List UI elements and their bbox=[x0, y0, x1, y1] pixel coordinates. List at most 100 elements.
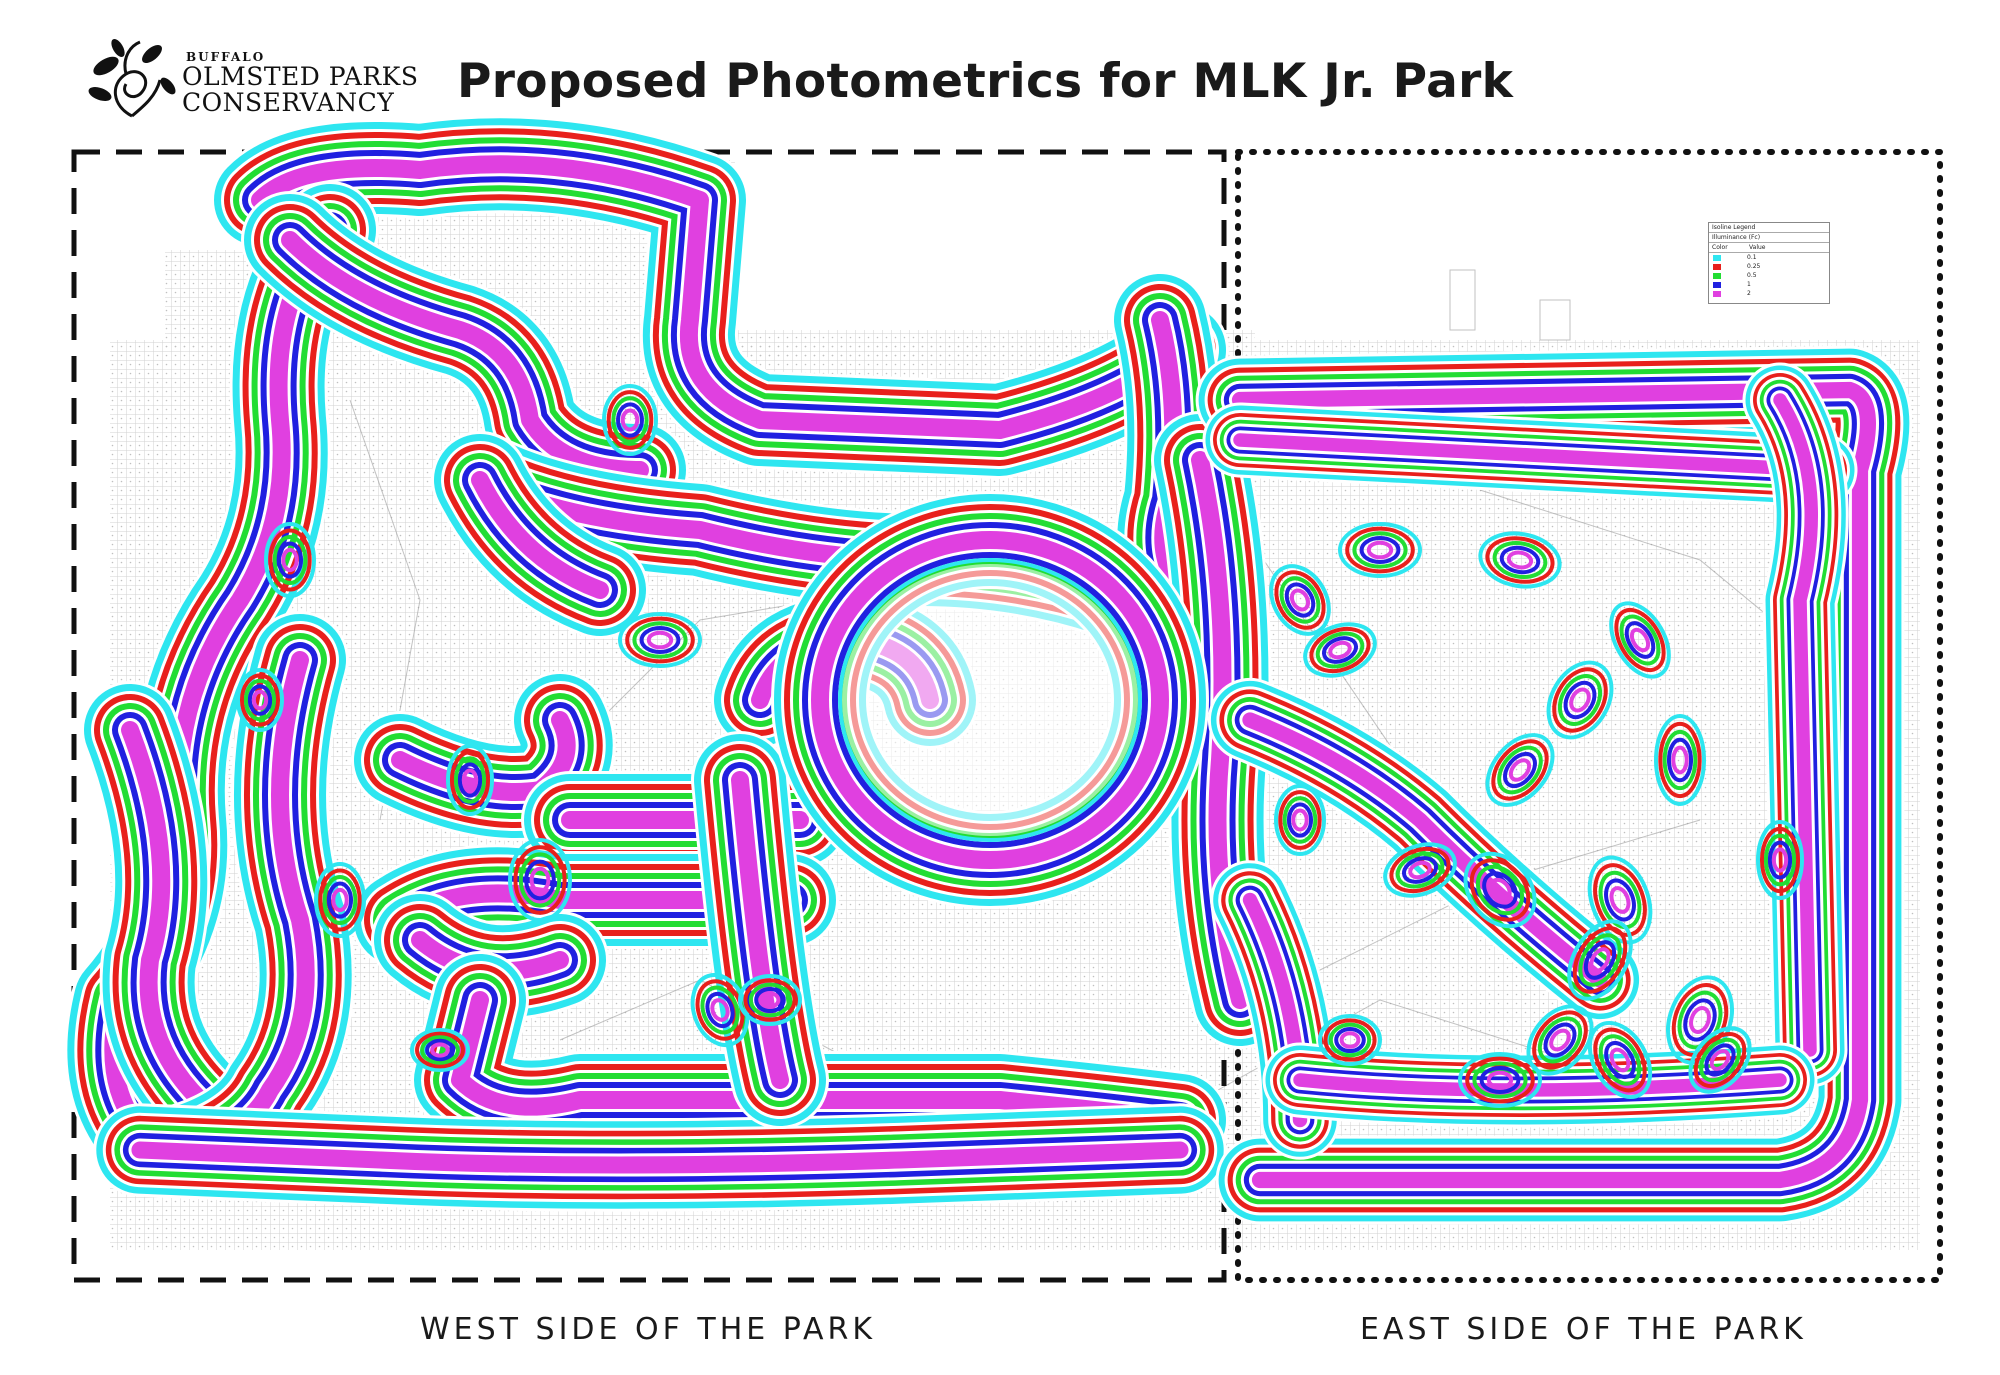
isoline-light-pool bbox=[1491, 739, 1549, 801]
legend-swatch bbox=[1713, 272, 1721, 279]
isoline-light-pool bbox=[1589, 947, 1611, 973]
legend-row: 0.1 bbox=[1709, 253, 1829, 262]
isoline-light-pool bbox=[1291, 808, 1309, 832]
isoline-light-pool bbox=[326, 881, 354, 919]
isoline-light-pool bbox=[620, 408, 640, 432]
isoline-light-pool bbox=[1704, 1043, 1736, 1077]
isoline-light-pool bbox=[1321, 636, 1359, 664]
isoline-light-pool bbox=[1482, 871, 1518, 909]
isoline-light-pool bbox=[1619, 614, 1661, 666]
isoline-light-pool bbox=[1338, 522, 1422, 578]
isoline-light-pool bbox=[236, 668, 284, 732]
isoline-light-pool bbox=[1352, 531, 1408, 569]
isoline-light-pool bbox=[1572, 926, 1628, 994]
legend-value: 2 bbox=[1747, 290, 1751, 297]
header: BUFFALO OLMSTED PARKS CONSERVANCY Propos… bbox=[0, 0, 2000, 140]
leaf-vine-logo-icon bbox=[88, 38, 176, 118]
isoline-light-pool bbox=[1389, 846, 1451, 894]
isoline-light-pool bbox=[1666, 737, 1694, 783]
isoline-contour bbox=[131, 1141, 1189, 1174]
isoline-light-pool bbox=[625, 616, 695, 664]
isoline-light-pool bbox=[743, 978, 797, 1022]
isoline-light-pool bbox=[1492, 541, 1548, 579]
isoline-light-pool bbox=[513, 845, 567, 915]
conservancy-logo: BUFFALO OLMSTED PARKS CONSERVANCY bbox=[82, 36, 418, 126]
isoline-light-pool bbox=[1557, 674, 1603, 726]
legend-swatch bbox=[1713, 254, 1721, 261]
isoline-contour bbox=[471, 471, 609, 599]
isoline-light-pool bbox=[1289, 588, 1311, 612]
isoline-light-pool bbox=[1383, 842, 1457, 898]
isoline-contour bbox=[1231, 381, 1877, 1189]
isoline-light-pool bbox=[1318, 1014, 1382, 1066]
isoline-light-pool bbox=[1654, 714, 1706, 806]
isoline-light-pool bbox=[646, 630, 674, 650]
isoline-light-pool bbox=[1532, 1010, 1588, 1070]
isoline-light-pool bbox=[239, 673, 281, 727]
isoline-light-pool bbox=[410, 1028, 470, 1072]
isoline-light-pool bbox=[247, 684, 273, 716]
legend-value: 1 bbox=[1747, 281, 1751, 288]
isoline-light-pool bbox=[1485, 733, 1555, 807]
isoline-light-pool bbox=[1478, 531, 1562, 589]
isoline-light-pool bbox=[243, 678, 277, 722]
isoline-light-pool bbox=[331, 887, 349, 913]
isoline-light-pool bbox=[281, 547, 299, 573]
page-title: Proposed Photometrics for MLK Jr. Park bbox=[457, 54, 1514, 109]
isoline-light-pool bbox=[632, 621, 688, 659]
logo-line-buffalo: BUFFALO bbox=[186, 50, 266, 64]
isoline-light-pool bbox=[1756, 820, 1804, 900]
isoline-light-pool bbox=[759, 991, 781, 1009]
isoline-light-pool bbox=[1688, 1026, 1752, 1094]
isoline-contour bbox=[1242, 712, 1608, 988]
west-side-boundary bbox=[71, 149, 1227, 1283]
legend-value-header: Value bbox=[1749, 244, 1766, 251]
isoline-light-pool bbox=[700, 985, 740, 1035]
isoline-light-pool bbox=[1709, 1049, 1731, 1071]
isoline-light-pool bbox=[602, 384, 658, 456]
isoline-light-pool bbox=[1759, 826, 1801, 894]
west-side-label: WEST SIDE OF THE PARK bbox=[420, 1312, 876, 1347]
isoline-light-pool bbox=[1609, 601, 1671, 679]
isoline-light-pool bbox=[1563, 680, 1597, 720]
legend-row: 0.25 bbox=[1709, 262, 1829, 271]
isoline-light-pool bbox=[1549, 1028, 1571, 1052]
isoline-light-pool bbox=[1677, 990, 1723, 1050]
isoline-light-pool bbox=[616, 402, 644, 438]
isoline-light-pool bbox=[1303, 622, 1377, 678]
isoline-light-pool bbox=[1497, 745, 1543, 795]
isoline-light-pool bbox=[1463, 851, 1537, 929]
isoline-light-pool bbox=[453, 756, 487, 804]
isoline-light-pool bbox=[1366, 540, 1394, 560]
isoline-light-pool bbox=[1662, 729, 1698, 791]
isoline-light-pool bbox=[1269, 564, 1331, 636]
isoline-light-pool bbox=[1604, 878, 1636, 922]
isoline-light-pool bbox=[1309, 626, 1371, 674]
isoline-light-pool bbox=[322, 874, 358, 926]
isoline-light-pool bbox=[276, 541, 304, 579]
central-lawn bbox=[842, 564, 1138, 836]
isoline-light-pool bbox=[1578, 933, 1622, 987]
isoline-light-pool bbox=[1339, 1031, 1361, 1049]
isoline-legend: Isoline Legend Illuminance (Fc) Color Va… bbox=[1708, 222, 1830, 304]
legend-swatch bbox=[1713, 281, 1721, 288]
legend-subtitle: Illuminance (Fc) bbox=[1709, 233, 1829, 243]
isoline-light-pool bbox=[1624, 621, 1656, 659]
isoline-light-pool bbox=[1569, 687, 1591, 713]
legend-value: 0.25 bbox=[1747, 263, 1761, 270]
isoline-light-pool bbox=[1279, 576, 1321, 624]
isoline-light-pool bbox=[1593, 1027, 1647, 1093]
isoline-light-pool bbox=[461, 768, 479, 792]
isoline-light-pool bbox=[1506, 550, 1534, 570]
isoline-light-pool bbox=[318, 868, 362, 932]
isoline-light-pool bbox=[1671, 745, 1689, 775]
isoline-light-pool bbox=[1472, 1061, 1528, 1099]
isoline-contour bbox=[1773, 393, 1818, 1057]
isoline-light-pool bbox=[449, 750, 491, 810]
legend-value: 0.5 bbox=[1747, 272, 1757, 279]
isoline-light-pool bbox=[1401, 856, 1439, 884]
isoline-light-pool bbox=[1475, 864, 1525, 916]
isoline-light-pool bbox=[1609, 1047, 1631, 1073]
isoline-light-pool bbox=[606, 390, 654, 450]
isoline-light-pool bbox=[1465, 1056, 1535, 1104]
